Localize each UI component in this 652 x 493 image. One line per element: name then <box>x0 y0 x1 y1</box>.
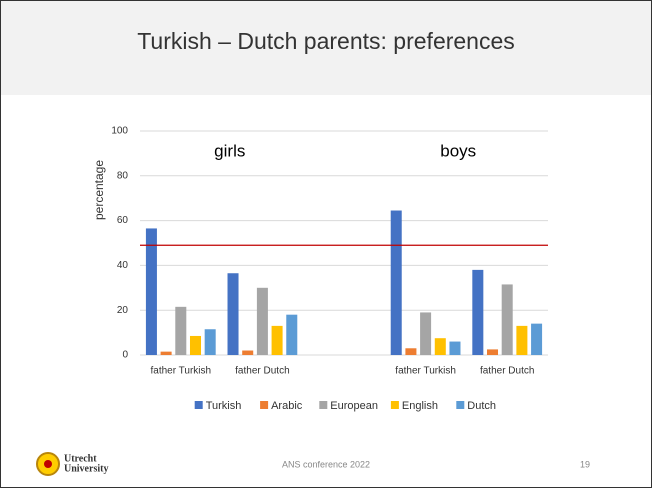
legend-label: European <box>330 400 378 412</box>
bar <box>531 323 543 355</box>
logo-text: University <box>64 463 108 474</box>
y-tick-label: 0 <box>122 350 128 361</box>
y-tick-label: 40 <box>117 260 129 271</box>
annotation: girls <box>214 141 245 160</box>
bar <box>487 349 499 355</box>
y-tick-label: 80 <box>117 170 129 181</box>
bar <box>175 306 187 355</box>
bar <box>204 329 216 355</box>
annotation: boys <box>440 141 476 160</box>
bar <box>390 210 402 355</box>
bar <box>256 287 268 355</box>
bar <box>501 284 513 355</box>
footer: ANS conference 2022 <box>282 459 370 469</box>
y-axis-label: percentage <box>92 160 106 220</box>
legend-swatch <box>456 401 465 409</box>
legend-swatch <box>319 401 328 409</box>
bar <box>434 338 446 355</box>
x-tick-label: father Dutch <box>480 366 534 377</box>
y-tick-label: 20 <box>117 305 129 316</box>
y-tick-label: 100 <box>111 126 128 137</box>
y-tick-label: 60 <box>117 215 129 226</box>
slide-title: Turkish – Dutch parents: preferences <box>137 28 515 54</box>
bar <box>405 348 417 355</box>
bar <box>516 325 528 355</box>
bar <box>242 350 254 355</box>
x-tick-label: father Dutch <box>235 366 289 377</box>
bar <box>227 273 239 355</box>
bar <box>420 312 432 355</box>
legend-label: Arabic <box>271 400 303 412</box>
bar <box>160 351 172 355</box>
x-tick-label: father Turkish <box>395 366 456 377</box>
page-number: 19 <box>580 459 590 469</box>
legend-swatch <box>194 401 203 409</box>
x-tick-label: father Turkish <box>151 366 212 377</box>
logo-icon-center <box>44 460 52 468</box>
bar <box>286 314 298 355</box>
legend-swatch <box>260 401 269 409</box>
legend-label: English <box>402 400 438 412</box>
legend-label: Dutch <box>467 400 496 412</box>
legend-label: Turkish <box>206 400 242 412</box>
bar <box>271 325 283 355</box>
bar <box>449 341 461 355</box>
legend-swatch <box>390 401 399 409</box>
bar <box>145 228 157 355</box>
title-band <box>1 1 651 95</box>
logo-text: Utrecht <box>64 453 97 464</box>
bar <box>472 269 484 355</box>
bar <box>189 335 201 355</box>
